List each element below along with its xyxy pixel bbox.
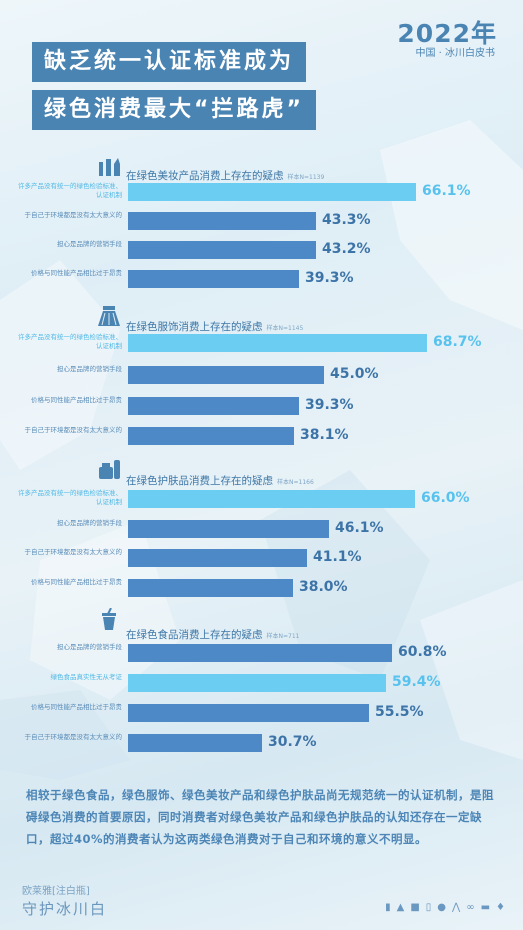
brand-slogan: 守护冰川白	[22, 900, 108, 918]
bar	[128, 270, 299, 288]
bar	[128, 734, 262, 752]
bicycle-icon: ∞	[466, 902, 475, 913]
category-label: 许多产品没有统一的绿色检验标准、认证机制	[18, 333, 122, 350]
skirt-icon	[98, 306, 120, 326]
data-label: 68.7%	[433, 334, 482, 350]
category-label: 于自己于环境都是没有太大意义的	[24, 211, 123, 219]
category-label: 担心是品牌的营销手段	[57, 519, 122, 527]
data-label: 66.1%	[422, 183, 471, 199]
globe-icon: ●	[437, 902, 447, 913]
bottle-icon: ▯	[425, 902, 432, 913]
category-label: 担心是品牌的营销手段	[57, 643, 122, 651]
drop-icon: ♦	[496, 902, 505, 913]
category-label: 价格与同性能产品相比过于昂贵	[31, 578, 122, 586]
report-year: 2022年	[397, 19, 497, 48]
drink-cup-icon	[102, 608, 116, 630]
data-label: 38.1%	[300, 427, 349, 443]
car-icon: ▬	[480, 902, 491, 913]
bar	[128, 334, 427, 352]
data-label: 41.1%	[313, 549, 362, 565]
bar	[128, 704, 369, 722]
bar	[128, 183, 416, 201]
data-label: 43.2%	[322, 241, 371, 257]
bar	[128, 644, 392, 662]
cosmetics-icon: ▮	[385, 902, 391, 913]
section-title-food: 在绿色食品消费上存在的疑虑 样本N=711	[126, 629, 300, 641]
section-title-cosmetics: 在绿色美妆产品消费上存在的疑虑 样本N=1139	[126, 170, 325, 182]
data-label: 66.0%	[421, 490, 470, 506]
category-label: 许多产品没有统一的绿色检验标准、认证机制	[18, 182, 122, 199]
data-label: 39.3%	[305, 397, 354, 413]
data-label: 38.0%	[299, 579, 348, 595]
bar	[128, 490, 415, 508]
skincare-icon	[99, 460, 120, 479]
summary-paragraph: 相较于绿色食品，绿色服饰、绿色美妆产品和绿色护肤品尚无规范统一的认证机制，是阻碍…	[26, 788, 494, 846]
data-label: 39.3%	[305, 270, 354, 286]
bar	[128, 366, 324, 384]
data-label: 60.8%	[398, 644, 447, 660]
category-label: 许多产品没有统一的绿色检验标准、认证机制	[18, 489, 122, 506]
data-label: 55.5%	[375, 704, 424, 720]
cosmetics-icon	[99, 158, 120, 176]
category-label: 于自己于环境都是没有太大意义的	[24, 426, 123, 434]
data-label: 45.0%	[330, 366, 379, 382]
headline-line-1: 缺乏统一认证标准成为	[32, 42, 307, 82]
bar	[128, 674, 386, 692]
category-label: 价格与同性能产品相比过于昂贵	[31, 703, 122, 711]
data-label: 43.3%	[322, 212, 371, 228]
category-label: 于自己于环境都是没有太大意义的	[24, 548, 123, 556]
report-subtitle: 中国 · 冰川白皮书	[415, 48, 495, 59]
hanger-icon: ⋀	[452, 902, 461, 913]
data-label: 46.1%	[335, 520, 384, 536]
section-title-skincare: 在绿色护肤品消费上存在的疑虑 样本N=1166	[126, 475, 314, 487]
section-title-apparel: 在绿色服饰消费上存在的疑虑 样本N=1145	[126, 321, 304, 333]
category-label: 担心是品牌的营销手段	[57, 240, 122, 248]
bar	[128, 397, 299, 415]
footer-icon-row: ▮ ▲ ■ ▯ ● ⋀ ∞ ▬ ♦	[385, 902, 505, 913]
category-label: 价格与同性能产品相比过于昂贵	[31, 396, 122, 404]
bar	[128, 241, 316, 259]
cup-icon: ■	[410, 902, 420, 913]
category-label: 价格与同性能产品相比过于昂贵	[31, 269, 122, 277]
data-label: 30.7%	[268, 734, 317, 750]
bar	[128, 427, 294, 445]
bar	[128, 212, 316, 230]
category-label: 担心是品牌的营销手段	[57, 365, 122, 373]
bar	[128, 549, 307, 567]
category-label: 于自己于环境都是没有太大意义的	[24, 733, 123, 741]
brand-name: 欧莱雅[注白瓶]	[22, 886, 90, 897]
data-label: 59.4%	[392, 674, 441, 690]
skirt-icon: ▲	[396, 902, 405, 913]
bar	[128, 520, 329, 538]
headline-line-2: 绿色消费最大“拦路虎”	[32, 90, 316, 130]
bar	[128, 579, 293, 597]
category-label: 绿色食品真实性无从考证	[50, 673, 123, 681]
